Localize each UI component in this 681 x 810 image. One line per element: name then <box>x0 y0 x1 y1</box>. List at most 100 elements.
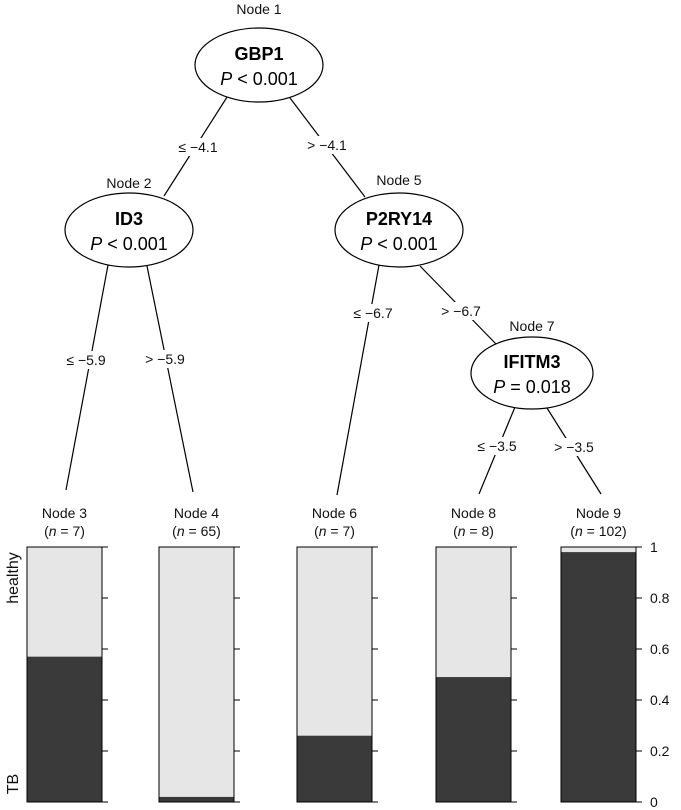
edge-label-2-3: ≤ −5.9 <box>66 352 105 368</box>
node-variable: ID3 <box>115 209 143 229</box>
terminal-node-8: Node 8 (n = 8) <box>435 505 517 803</box>
edge-label-bg <box>435 302 487 320</box>
node-variable: P2RY14 <box>366 209 432 229</box>
node-label: Node 3 <box>42 505 87 521</box>
inner-node-2: Node 2 ID3 P < 0.001 <box>64 175 194 268</box>
bar-frame-6 <box>296 546 373 803</box>
node-label: Node 2 <box>106 175 151 191</box>
class-label-tb: TB <box>5 774 22 794</box>
edge-label-bg <box>139 350 191 368</box>
node-variable: GBP1 <box>234 44 283 64</box>
edge-5-6 <box>336 264 380 496</box>
bar-healthy-4 <box>159 547 234 797</box>
terminal-node-9: Node 9(n = 102) <box>560 505 642 803</box>
n-value: = 102) <box>583 523 627 539</box>
edge-label-1-2: ≤ −4.1 <box>178 139 217 155</box>
edge-label-bg <box>471 437 523 455</box>
axis-tick-label: 0 <box>650 794 658 810</box>
bar-healthy-8 <box>436 547 511 678</box>
edge-label-bg <box>60 351 112 369</box>
node-n-count: (n = 65) <box>172 523 221 539</box>
p-symbol: P <box>360 234 372 254</box>
node-p-value: P < 0.001 <box>220 69 298 89</box>
edge-label-1-5: > −4.1 <box>307 137 347 153</box>
node-label: Node 9 <box>576 505 621 521</box>
terminal-node-6: Node 6 (n = 7) <box>296 505 378 803</box>
paren-open: ( <box>570 523 575 539</box>
bar-healthy-6 <box>297 547 372 736</box>
edge-label-5-6: ≤ −6.7 <box>353 305 392 321</box>
paren-open: ( <box>172 523 177 539</box>
paren-open: ( <box>314 523 319 539</box>
n-symbol: n <box>319 523 327 539</box>
node-p-value: P = 0.018 <box>493 377 571 397</box>
edge-2-3 <box>65 264 109 491</box>
paren-open: ( <box>44 523 49 539</box>
bar-healthy-9 <box>561 547 636 553</box>
p-symbol: P <box>493 377 505 397</box>
bar-tb-9 <box>561 552 636 802</box>
bar-tb-8 <box>436 677 511 802</box>
edge-2-4 <box>146 265 194 493</box>
n-value: = 7) <box>57 523 85 539</box>
paren-open: ( <box>453 523 458 539</box>
node-label: Node 7 <box>509 318 554 334</box>
node-n-count: (n = 102) <box>570 523 626 539</box>
edge-label-bg <box>548 438 600 456</box>
inner-node-7: Node 7 IFITM3 P = 0.018 <box>470 318 594 410</box>
edge-label-bg <box>172 138 224 156</box>
node-ellipse <box>470 336 594 410</box>
n-symbol: n <box>49 523 57 539</box>
axis-tick-label: 1 <box>650 539 658 555</box>
edge-label-7-9: > −3.5 <box>554 439 594 455</box>
p-symbol: P <box>220 69 232 89</box>
edges-layer: ≤ −4.1 > −4.1 ≤ −5.9 > −5.9 ≤ −6.7 > −6.7 ≤ −3… <box>60 93 602 496</box>
n-value: = 7) <box>327 523 355 539</box>
bar-tb-3 <box>27 656 102 802</box>
bar-frame-4 <box>158 546 235 803</box>
bar-tb-4 <box>159 796 234 802</box>
axis-tick-label: 0.8 <box>650 590 670 606</box>
p-symbol: P <box>90 234 102 254</box>
n-value: = 65) <box>185 523 221 539</box>
node-p-value: P < 0.001 <box>90 234 168 254</box>
axis-tick-label: 0.4 <box>650 692 670 708</box>
bar-frame-3 <box>26 546 103 803</box>
p-value-text: < 0.001 <box>102 234 168 254</box>
node-label: Node 6 <box>312 505 357 521</box>
p-value-text: = 0.018 <box>505 377 571 397</box>
node-p-value: P < 0.001 <box>360 234 438 254</box>
p-value-text: < 0.001 <box>372 234 438 254</box>
bar-frame-8 <box>435 546 512 803</box>
edge-label-7-8: ≤ −3.5 <box>477 438 516 454</box>
bar-healthy-3 <box>27 547 102 657</box>
axis-layer: 0 0.2 0.4 0.6 0.8 1 <box>650 539 670 810</box>
n-symbol: n <box>575 523 583 539</box>
node-label: Node 4 <box>174 505 219 521</box>
terminal-node-3: Node 3 (n = 7) <box>26 505 108 803</box>
p-value-text: < 0.001 <box>232 69 298 89</box>
node-variable: IFITM3 <box>504 352 561 372</box>
node-ellipse <box>334 192 464 268</box>
edge-label-2-4: > −5.9 <box>145 351 185 367</box>
node-ellipse <box>64 192 194 268</box>
inner-node-5: Node 5 P2RY14 P < 0.001 <box>334 172 464 268</box>
axis-tick-label: 0.2 <box>650 743 670 759</box>
node-label: Node 5 <box>376 172 421 188</box>
n-symbol: n <box>177 523 185 539</box>
bar-tb-6 <box>297 735 372 802</box>
terminal-node-4: Node 4 (n = 65) <box>158 505 240 803</box>
n-value: = 8) <box>466 523 494 539</box>
edge-label-bg <box>301 136 353 154</box>
edge-label-bg <box>347 304 399 322</box>
node-label: Node 1 <box>236 1 281 17</box>
class-label-healthy: healthy <box>5 552 22 604</box>
node-n-count: (n = 7) <box>44 523 85 539</box>
bar-frame-9 <box>560 546 637 803</box>
node-n-count: (n = 8) <box>453 523 494 539</box>
node-ellipse <box>194 27 324 103</box>
node-n-count: (n = 7) <box>314 523 355 539</box>
